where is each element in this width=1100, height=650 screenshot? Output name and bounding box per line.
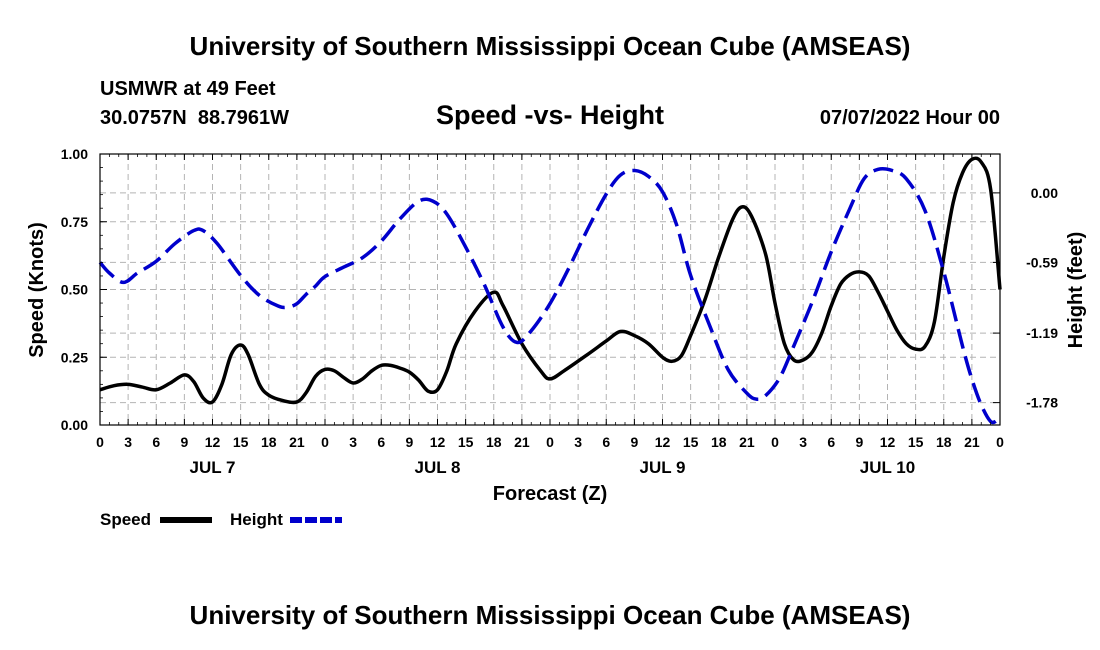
x-axis-label: Forecast (Z) bbox=[493, 483, 607, 505]
y-right-tick-label: 0.00 bbox=[1031, 185, 1058, 201]
x-tick-label: 0 bbox=[546, 434, 554, 450]
y-left-tick-label: 0.25 bbox=[61, 349, 88, 365]
series-layer bbox=[98, 156, 1002, 425]
legend: Speed Height bbox=[100, 510, 342, 529]
bottom-title: University of Southern Mississippi Ocean… bbox=[190, 600, 911, 630]
x-tick-label: 9 bbox=[180, 434, 188, 450]
legend-label-height: Height bbox=[230, 510, 283, 529]
station-label: USMWR at 49 Feet bbox=[100, 78, 276, 100]
x-tick-label: 3 bbox=[349, 434, 357, 450]
x-tick-label: 0 bbox=[996, 434, 1004, 450]
x-tick-label: 12 bbox=[430, 434, 446, 450]
x-tick-label: 15 bbox=[458, 434, 474, 450]
legend-label-speed: Speed bbox=[100, 510, 151, 529]
chart-title: Speed -vs- Height bbox=[436, 100, 664, 130]
page-title: University of Southern Mississippi Ocean… bbox=[190, 31, 911, 61]
x-tick-label: 15 bbox=[683, 434, 699, 450]
x-tick-label: 0 bbox=[321, 434, 329, 450]
y-left-tick-label: 1.00 bbox=[61, 146, 88, 162]
day-label: JUL 7 bbox=[190, 458, 236, 477]
day-label: JUL 9 bbox=[640, 458, 686, 477]
x-tick-label: 0 bbox=[771, 434, 779, 450]
x-tick-label: 9 bbox=[855, 434, 863, 450]
y-left-tick-label: 0.00 bbox=[61, 417, 88, 433]
x-tick-label: 6 bbox=[602, 434, 610, 450]
x-tick-label: 18 bbox=[711, 434, 727, 450]
x-tick-label: 18 bbox=[486, 434, 502, 450]
x-tick-label: 3 bbox=[124, 434, 132, 450]
x-tick-label: 21 bbox=[514, 434, 530, 450]
axes: 0 3 6 9 12 15 18 21 0 3 6 9 12 15 18 21 0 3 6 9 12 15 18 21 0 3 6 9… bbox=[61, 146, 1058, 477]
day-label: JUL 8 bbox=[415, 458, 461, 477]
y-right-tick-label: -0.59 bbox=[1026, 254, 1058, 270]
x-tick-label: 12 bbox=[880, 434, 896, 450]
x-tick-label: 15 bbox=[908, 434, 924, 450]
x-tick-label: 9 bbox=[405, 434, 413, 450]
grid bbox=[100, 154, 1000, 425]
coordinates-label: 30.0757N 88.7961W bbox=[100, 107, 289, 129]
day-label: JUL 10 bbox=[860, 458, 915, 477]
x-tick-label: 6 bbox=[152, 434, 160, 450]
x-tick-label: 18 bbox=[936, 434, 952, 450]
x-tick-label: 6 bbox=[827, 434, 835, 450]
y-left-tick-label: 0.50 bbox=[61, 282, 88, 298]
x-tick-label: 21 bbox=[739, 434, 755, 450]
x-tick-label: 9 bbox=[630, 434, 638, 450]
x-tick-label: 0 bbox=[96, 434, 104, 450]
x-tick-label: 18 bbox=[261, 434, 277, 450]
x-tick-label: 12 bbox=[655, 434, 671, 450]
x-tick-label: 6 bbox=[377, 434, 385, 450]
series-line-speed bbox=[99, 156, 1002, 405]
x-tick-label: 15 bbox=[233, 434, 249, 450]
x-tick-label: 21 bbox=[289, 434, 305, 450]
y-right-tick-label: -1.78 bbox=[1026, 395, 1058, 411]
x-tick-label: 21 bbox=[964, 434, 980, 450]
x-tick-label: 12 bbox=[205, 434, 221, 450]
series-line-height bbox=[98, 166, 1002, 425]
date-label: 07/07/2022 Hour 00 bbox=[820, 107, 1000, 129]
y-axis-left-label: Speed (Knots) bbox=[26, 222, 48, 358]
y-axis-right-label: Height (feet) bbox=[1065, 232, 1087, 349]
x-tick-label: 3 bbox=[574, 434, 582, 450]
y-right-tick-label: -1.19 bbox=[1026, 325, 1058, 341]
y-left-tick-label: 0.75 bbox=[61, 214, 88, 230]
x-tick-label: 3 bbox=[799, 434, 807, 450]
